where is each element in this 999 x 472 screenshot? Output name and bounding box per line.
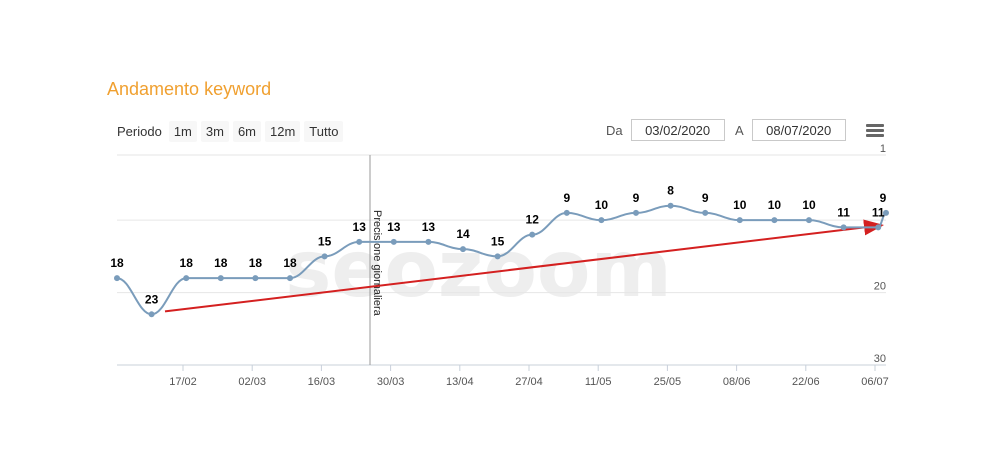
data-label: 13 xyxy=(422,220,436,234)
chart-title: Andamento keyword xyxy=(107,79,272,99)
y-tick-label: 30 xyxy=(874,353,886,365)
date-from-label: Da xyxy=(606,122,623,138)
data-point xyxy=(563,209,570,216)
x-tick-label: 25/05 xyxy=(654,376,682,388)
x-tick-label: 06/07 xyxy=(861,376,889,388)
data-label: 8 xyxy=(667,184,674,198)
date-from-input[interactable] xyxy=(630,119,725,141)
y-tick-label: 1 xyxy=(880,143,886,155)
y-axis: 1 20 30 xyxy=(874,143,886,365)
x-tick-label: 17/02 xyxy=(169,376,197,388)
watermark: seozoom xyxy=(285,225,672,315)
x-tick-label: 08/06 xyxy=(723,376,751,388)
data-point xyxy=(771,217,778,224)
range-selector: Periodo 1m 3m 6m 12m Tutto xyxy=(117,120,347,142)
data-label: 11 xyxy=(872,205,885,219)
data-label: 18 xyxy=(249,256,263,270)
data-label: 18 xyxy=(110,256,124,270)
data-label: 23 xyxy=(145,292,159,306)
data-label: 10 xyxy=(595,198,609,212)
data-label: 18 xyxy=(283,256,297,270)
data-label: 18 xyxy=(214,256,228,270)
data-point xyxy=(356,238,363,245)
range-button-1m[interactable]: 1m xyxy=(168,120,197,142)
data-label: 13 xyxy=(387,220,401,234)
data-label: 10 xyxy=(768,198,782,212)
data-point xyxy=(875,224,882,231)
data-label: 9 xyxy=(563,191,570,205)
plot-line-label: Precisione giornaliera xyxy=(371,210,383,317)
x-tick-label: 27/04 xyxy=(515,376,543,388)
data-label: 11 xyxy=(837,205,850,219)
data-label: 10 xyxy=(802,198,816,212)
data-label: 15 xyxy=(491,234,505,248)
date-to-input[interactable] xyxy=(751,119,846,141)
data-point xyxy=(494,253,501,260)
data-label: 13 xyxy=(353,220,367,234)
data-point xyxy=(183,275,190,282)
date-to-label: A xyxy=(735,122,744,138)
data-point xyxy=(321,253,328,260)
y-tick-label: 20 xyxy=(874,281,886,293)
data-point xyxy=(390,238,397,245)
data-label: 14 xyxy=(456,227,470,241)
data-point xyxy=(287,275,293,282)
data-label: 18 xyxy=(180,256,194,270)
data-point xyxy=(806,217,812,224)
x-tick-label: 30/03 xyxy=(377,376,405,388)
data-labels: 18 23 18 18 18 18 15 13 13 13 14 15 12 9 10 9 8 9 10 10 10 11… xyxy=(110,184,886,307)
data-point xyxy=(217,275,224,282)
data-point xyxy=(148,311,155,318)
data-point xyxy=(529,231,536,238)
range-button-6m[interactable]: 6m xyxy=(232,120,261,142)
trend-line-path xyxy=(164,219,884,313)
series xyxy=(114,202,889,318)
plot-line: Precisione giornaliera xyxy=(369,155,383,365)
data-label: 12 xyxy=(526,213,540,227)
data-point xyxy=(883,209,889,216)
x-tick-label: 22/06 xyxy=(792,376,820,388)
data-point xyxy=(702,209,709,216)
x-tick-label: 16/03 xyxy=(308,376,336,388)
range-button-12m[interactable]: 12m xyxy=(265,120,301,142)
data-point xyxy=(114,275,120,282)
data-label: 9 xyxy=(880,191,887,205)
data-point xyxy=(425,238,432,245)
date-from-group: Da xyxy=(606,119,725,141)
x-tick-label: 13/04 xyxy=(446,376,474,388)
x-axis: 17/02 02/03 16/03 30/03 13/04 27/04 11/05 25/05… xyxy=(117,364,889,388)
data-point xyxy=(840,224,847,231)
data-point xyxy=(460,246,466,253)
data-label: 15 xyxy=(318,234,332,248)
range-button-all[interactable]: Tutto xyxy=(304,120,344,142)
date-to-group: A xyxy=(735,119,846,141)
range-selector-label: Periodo xyxy=(117,123,162,139)
data-point xyxy=(252,275,259,282)
range-button-3m[interactable]: 3m xyxy=(200,120,229,142)
data-label: 9 xyxy=(702,191,709,205)
data-label: 9 xyxy=(633,191,640,205)
trend-line xyxy=(164,219,884,313)
data-point xyxy=(736,217,743,224)
data-point xyxy=(667,202,674,209)
data-point xyxy=(598,217,605,224)
x-tick-label: 11/05 xyxy=(585,376,612,388)
hamburger-icon[interactable] xyxy=(866,124,884,138)
x-tick-label: 02/03 xyxy=(238,376,266,388)
data-label: 10 xyxy=(733,198,747,212)
data-point xyxy=(633,209,639,216)
